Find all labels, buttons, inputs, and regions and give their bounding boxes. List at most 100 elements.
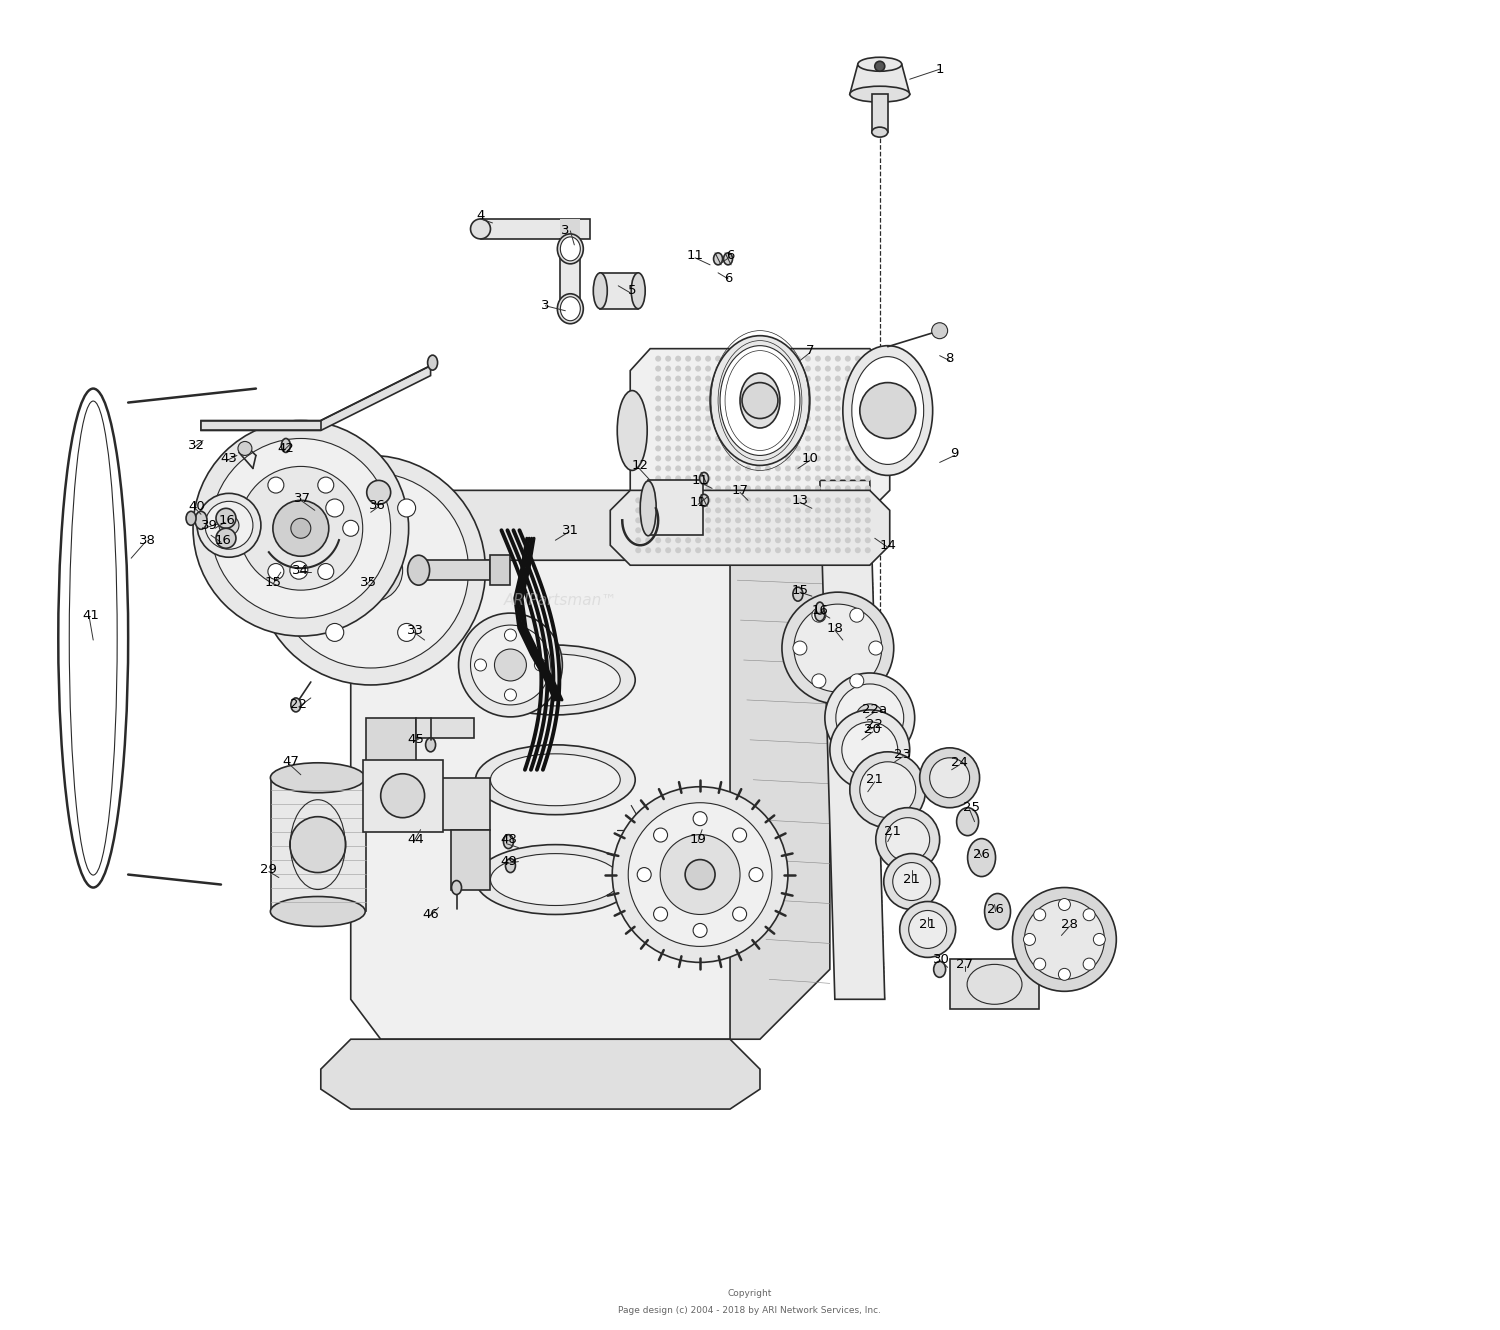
Polygon shape: [201, 420, 321, 431]
Text: 16: 16: [219, 513, 236, 527]
Circle shape: [716, 527, 722, 533]
Circle shape: [865, 426, 871, 431]
Circle shape: [675, 527, 681, 533]
Circle shape: [795, 547, 801, 553]
Circle shape: [825, 426, 831, 431]
Circle shape: [836, 395, 842, 402]
Circle shape: [656, 435, 662, 442]
Circle shape: [892, 863, 930, 900]
Circle shape: [664, 537, 670, 543]
Ellipse shape: [558, 234, 584, 263]
Ellipse shape: [594, 273, 608, 309]
Circle shape: [664, 527, 670, 533]
Text: 48: 48: [500, 833, 517, 846]
Circle shape: [716, 426, 722, 431]
Circle shape: [806, 475, 812, 481]
Circle shape: [844, 497, 850, 503]
Circle shape: [806, 435, 812, 442]
Circle shape: [776, 465, 782, 471]
Circle shape: [694, 446, 700, 451]
Circle shape: [705, 537, 711, 543]
Circle shape: [754, 537, 760, 543]
Circle shape: [746, 537, 752, 543]
Circle shape: [1059, 968, 1071, 980]
Text: 47: 47: [282, 755, 300, 769]
Circle shape: [754, 426, 760, 431]
Text: 6: 6: [724, 273, 732, 286]
Circle shape: [795, 537, 801, 543]
Circle shape: [776, 366, 782, 371]
Circle shape: [612, 787, 788, 963]
Circle shape: [716, 435, 722, 442]
Circle shape: [746, 465, 752, 471]
Bar: [664, 919, 716, 944]
Circle shape: [754, 465, 760, 471]
Circle shape: [735, 446, 741, 451]
Circle shape: [776, 547, 782, 553]
Circle shape: [806, 395, 812, 402]
Text: 27: 27: [956, 958, 974, 971]
Circle shape: [675, 547, 681, 553]
Circle shape: [504, 689, 516, 701]
Circle shape: [776, 406, 782, 411]
Ellipse shape: [794, 587, 802, 601]
Circle shape: [815, 537, 821, 543]
Circle shape: [724, 415, 730, 422]
Circle shape: [855, 485, 861, 491]
Circle shape: [784, 475, 790, 481]
Circle shape: [865, 507, 871, 513]
Circle shape: [776, 527, 782, 533]
Circle shape: [815, 406, 821, 411]
Ellipse shape: [740, 374, 780, 428]
Circle shape: [398, 499, 416, 517]
Circle shape: [206, 501, 254, 549]
Circle shape: [656, 355, 662, 362]
Circle shape: [716, 415, 722, 422]
Circle shape: [806, 485, 812, 491]
Circle shape: [865, 395, 871, 402]
Circle shape: [656, 465, 662, 471]
Circle shape: [825, 465, 831, 471]
Circle shape: [675, 446, 681, 451]
Circle shape: [656, 395, 662, 402]
Circle shape: [754, 355, 760, 362]
Text: 26: 26: [987, 903, 1004, 916]
Circle shape: [784, 355, 790, 362]
Circle shape: [705, 455, 711, 462]
Text: 49: 49: [500, 855, 517, 868]
Circle shape: [815, 527, 821, 533]
Circle shape: [358, 559, 382, 583]
Circle shape: [855, 386, 861, 391]
Circle shape: [784, 465, 790, 471]
Circle shape: [664, 435, 670, 442]
Circle shape: [664, 406, 670, 411]
Text: 43: 43: [220, 452, 237, 466]
Circle shape: [795, 485, 801, 491]
Text: 33: 33: [406, 624, 424, 637]
Circle shape: [664, 415, 670, 422]
Circle shape: [686, 485, 692, 491]
Circle shape: [735, 415, 741, 422]
Circle shape: [746, 475, 752, 481]
Circle shape: [765, 415, 771, 422]
Circle shape: [645, 497, 651, 503]
Circle shape: [825, 673, 915, 763]
Text: 6: 6: [726, 249, 734, 262]
Circle shape: [844, 455, 850, 462]
Text: 12: 12: [632, 459, 648, 472]
Circle shape: [735, 406, 741, 411]
Circle shape: [776, 475, 782, 481]
Circle shape: [855, 446, 861, 451]
Circle shape: [716, 537, 722, 543]
Polygon shape: [850, 64, 909, 94]
Circle shape: [754, 455, 760, 462]
Circle shape: [765, 497, 771, 503]
Ellipse shape: [195, 511, 207, 529]
Circle shape: [716, 465, 722, 471]
Circle shape: [654, 907, 668, 922]
Circle shape: [746, 485, 752, 491]
Circle shape: [748, 867, 764, 882]
Circle shape: [716, 375, 722, 382]
Circle shape: [865, 386, 871, 391]
Circle shape: [705, 435, 711, 442]
